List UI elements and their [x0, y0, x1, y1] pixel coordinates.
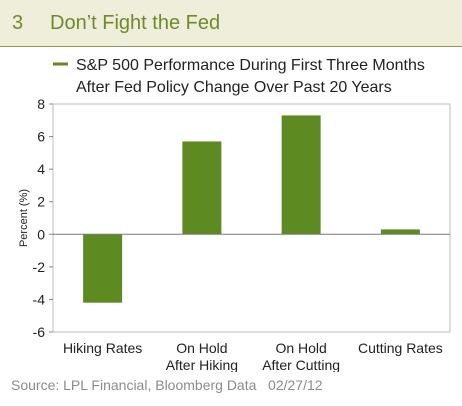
header-divider: [0, 46, 462, 47]
bar: [281, 115, 321, 235]
x-category-label: On Hold: [275, 340, 326, 356]
y-tick-label: -4: [33, 291, 46, 307]
y-tick-label: -2: [33, 259, 46, 275]
y-axis-label: Percent (%): [18, 189, 30, 247]
chart-title-line: S&P 500 Performance During First Three M…: [76, 57, 425, 74]
y-tick-label: -6: [33, 324, 46, 340]
y-tick-label: 4: [37, 161, 45, 177]
plot-frame: [52, 103, 451, 333]
x-category-label: Cutting Rates: [358, 340, 443, 356]
x-category-label: Hiking Rates: [63, 340, 142, 356]
x-category-label: After Hiking: [166, 357, 238, 372]
y-tick-label: 8: [37, 96, 45, 112]
y-tick-label: 2: [37, 194, 45, 210]
figure-title: Don’t Fight the Fed: [50, 12, 221, 34]
y-tick-label: 0: [37, 226, 45, 242]
bar: [83, 234, 123, 303]
x-category-label: After Cutting: [262, 357, 340, 372]
bar: [182, 141, 222, 235]
bar-chart: S&P 500 Performance During First Three M…: [18, 57, 451, 372]
bar: [380, 229, 420, 235]
y-tick-label: 6: [37, 129, 45, 145]
figure-header: 3 Don’t Fight the Fed: [0, 0, 462, 46]
chart-title-line: After Fed Policy Change Over Past 20 Yea…: [76, 79, 392, 96]
source-note: Source: LPL Financial, Bloomberg Data 02…: [11, 377, 323, 393]
figure-number: 3: [12, 12, 24, 34]
x-category-label: On Hold: [176, 340, 227, 356]
